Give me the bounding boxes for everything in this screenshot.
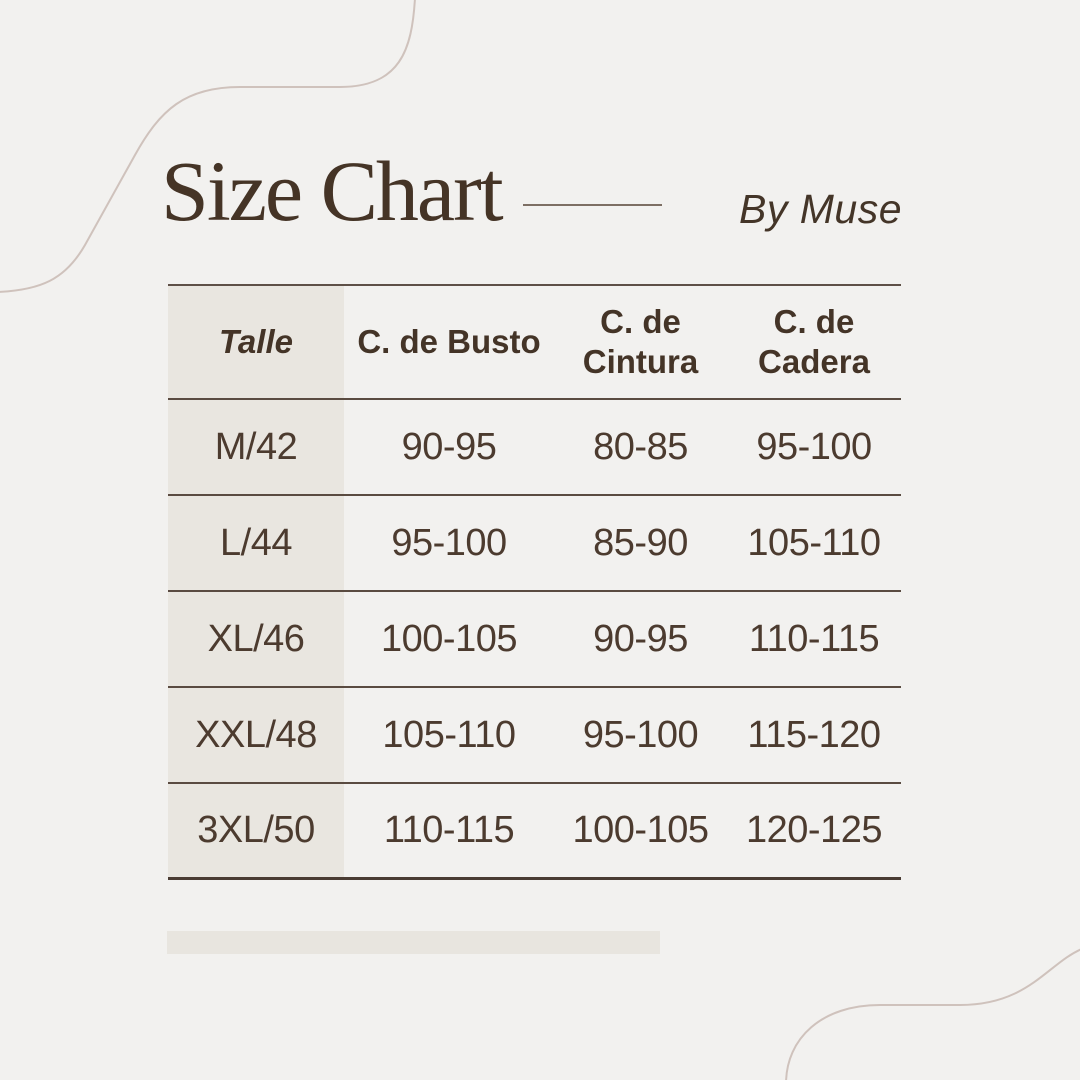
busto-cell: 105-110 bbox=[382, 713, 516, 756]
table-row-l44: L/44 95-100 85-90 105-110 bbox=[168, 496, 901, 592]
column-header-talle: Talle bbox=[168, 286, 344, 398]
page-title: Size Chart bbox=[161, 143, 504, 239]
busto-cell: 90-95 bbox=[401, 425, 497, 468]
cintura-cell: 95-100 bbox=[582, 713, 699, 756]
title-dash-line bbox=[523, 204, 662, 206]
table-header-row: Talle C. de Busto C. de Cintura C. de Ca… bbox=[168, 286, 901, 400]
busto-cell: 100-105 bbox=[381, 617, 517, 660]
talle-cell: M/42 bbox=[168, 400, 344, 494]
cintura-cell: 90-95 bbox=[593, 617, 688, 660]
table-row-3xl50: 3XL/50 110-115 100-105 120-125 bbox=[168, 784, 901, 877]
size-table: Talle C. de Busto C. de Cintura C. de Ca… bbox=[168, 284, 901, 880]
cadera-cell: 105-110 bbox=[747, 521, 881, 564]
busto-cell: 95-100 bbox=[391, 521, 507, 564]
cadera-cell: 110-115 bbox=[748, 617, 880, 660]
column-header-cintura: C. de Cintura bbox=[582, 302, 699, 380]
busto-cell: 110-115 bbox=[383, 809, 515, 851]
column-header-cadera: C. de Cadera bbox=[758, 302, 870, 380]
table-row-xxl48: XXL/48 105-110 95-100 115-120 bbox=[168, 688, 901, 784]
cadera-cell: 120-125 bbox=[746, 809, 882, 851]
column-header-busto: C. de Busto bbox=[357, 322, 541, 360]
cintura-cell: 85-90 bbox=[593, 521, 688, 564]
cadera-cell: 115-120 bbox=[747, 713, 881, 756]
bottom-accent-bar bbox=[167, 931, 660, 954]
talle-cell: 3XL/50 bbox=[168, 784, 344, 877]
cintura-cell: 100-105 bbox=[572, 809, 709, 851]
cintura-cell: 80-85 bbox=[593, 425, 688, 468]
cadera-cell: 95-100 bbox=[756, 425, 872, 468]
table-row-xl46: XL/46 100-105 90-95 110-115 bbox=[168, 592, 901, 688]
byline: By Muse bbox=[739, 186, 902, 232]
talle-cell: L/44 bbox=[168, 496, 344, 590]
bottom-right-curve-line bbox=[785, 948, 1080, 1080]
table-row-m42: M/42 90-95 80-85 95-100 bbox=[168, 400, 901, 496]
talle-cell: XXL/48 bbox=[168, 688, 344, 782]
talle-cell: XL/46 bbox=[168, 592, 344, 686]
